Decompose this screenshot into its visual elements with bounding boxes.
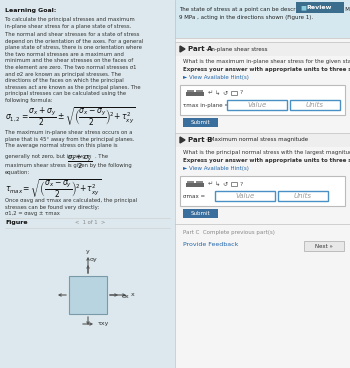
Text: Units: Units [306,102,324,108]
Text: Learning Goal:: Learning Goal: [5,8,56,13]
Bar [231,182,237,186]
Text: Submit: Submit [191,211,210,216]
Text: - In-plane shear stress: - In-plane shear stress [206,46,267,52]
Bar [227,100,287,110]
Text: 9 MPa , acting in the directions shown (Figure 1).: 9 MPa , acting in the directions shown (… [179,15,313,20]
Text: y: y [86,248,90,254]
Bar [183,209,218,218]
Text: $\tau_{max} = \sqrt{\left(\dfrac{\sigma_x-\sigma_y}{2}\right)^{\!2}\!+\tau^2_{xy: $\tau_{max} = \sqrt{\left(\dfrac{\sigma_… [5,178,101,201]
Text: ■: ■ [300,5,306,10]
Bar [0,0,175,368]
Text: ↳: ↳ [215,91,220,96]
Text: What is the principal normal stress with the largest magnitude?: What is the principal normal stress with… [183,150,350,155]
Bar [180,85,345,115]
Bar [180,176,345,206]
Bar [195,92,204,96]
Bar [175,0,350,368]
Text: σx: σx [122,294,130,299]
Text: Provide Feedback: Provide Feedback [183,242,238,247]
Polygon shape [180,137,185,143]
Text: Once σavg and τmax are calculated, the principal
stresses can be found very dire: Once σavg and τmax are calculated, the p… [5,198,137,216]
Text: To calculate the principal stresses and maximum
in-plane shear stress for a plan: To calculate the principal stresses and … [5,17,135,29]
Polygon shape [180,46,185,52]
Text: maximum shear stress is given by the following
equation:: maximum shear stress is given by the fol… [5,163,132,174]
Text: <  1 of 1  >: < 1 of 1 > [75,220,105,225]
Text: τmax in-plane =: τmax in-plane = [183,103,229,107]
Bar [196,90,203,96]
Text: Figure: Figure [5,220,28,225]
Text: ↺: ↺ [222,91,227,96]
Text: Express your answer with appropriate units to three significant figures.: Express your answer with appropriate uni… [183,158,350,163]
Text: Part C  Complete previous part(s): Part C Complete previous part(s) [183,230,275,235]
Text: σy: σy [90,257,98,262]
Text: ↵: ↵ [208,181,213,187]
Text: Value: Value [247,102,267,108]
Bar [304,241,344,251]
Bar [278,191,328,201]
Text: τxy: τxy [98,322,109,326]
Text: Review: Review [306,5,331,10]
Text: The maximum in-plane shear stress occurs on a
plane that is 45° away from the pr: The maximum in-plane shear stress occurs… [5,130,134,148]
Text: Submit: Submit [191,120,210,125]
Text: Part A: Part A [188,46,212,52]
Text: ?: ? [240,181,243,187]
Text: σmax =: σmax = [183,194,205,198]
Text: ↺: ↺ [222,181,227,187]
Text: Value: Value [235,193,255,199]
Text: . The: . The [95,154,108,159]
Text: The normal and shear stresses for a state of stress
depend on the orientation of: The normal and shear stresses for a stat… [5,32,143,103]
Text: Next »: Next » [315,244,333,248]
Text: ► View Available Hint(s): ► View Available Hint(s) [183,166,249,171]
Bar [187,90,194,96]
Bar [196,181,203,187]
Bar [296,2,344,13]
Bar [186,183,195,187]
Bar [183,118,218,127]
Text: Express your answer with appropriate units to three significant figures.: Express your answer with appropriate uni… [183,67,350,72]
Text: What is the maximum in-plane shear stress for the given state of stress?: What is the maximum in-plane shear stres… [183,59,350,64]
Bar [187,181,194,187]
Text: ► View Available Hint(s): ► View Available Hint(s) [183,75,249,80]
Text: - Maximum normal stress magnitude: - Maximum normal stress magnitude [206,138,308,142]
Bar [231,91,237,95]
Text: The state of stress at a point can be described by |σx| = 22 MPa , |σy| = 52 MPa: The state of stress at a point can be de… [179,6,350,11]
Text: ?: ? [240,91,243,96]
Text: ↵: ↵ [208,91,213,96]
Bar [186,92,195,96]
Bar [215,191,275,201]
Bar [175,133,350,147]
Bar [175,0,350,38]
Text: x: x [131,293,135,297]
Bar [69,276,107,314]
Text: Units: Units [294,193,312,199]
Bar [175,42,350,56]
Text: ↳: ↳ [215,181,220,187]
Text: Part B: Part B [188,137,212,143]
Bar [195,183,204,187]
Bar [290,100,340,110]
Text: generally not zero, but is σavg =: generally not zero, but is σavg = [5,154,92,159]
Text: $\sigma_{1,2} = \dfrac{\sigma_x+\sigma_y}{2} \pm \sqrt{\left(\dfrac{\sigma_x-\si: $\sigma_{1,2} = \dfrac{\sigma_x+\sigma_y… [5,106,135,129]
Text: $\dfrac{\sigma_x+\sigma_y}{2}$: $\dfrac{\sigma_x+\sigma_y}{2}$ [67,153,93,171]
